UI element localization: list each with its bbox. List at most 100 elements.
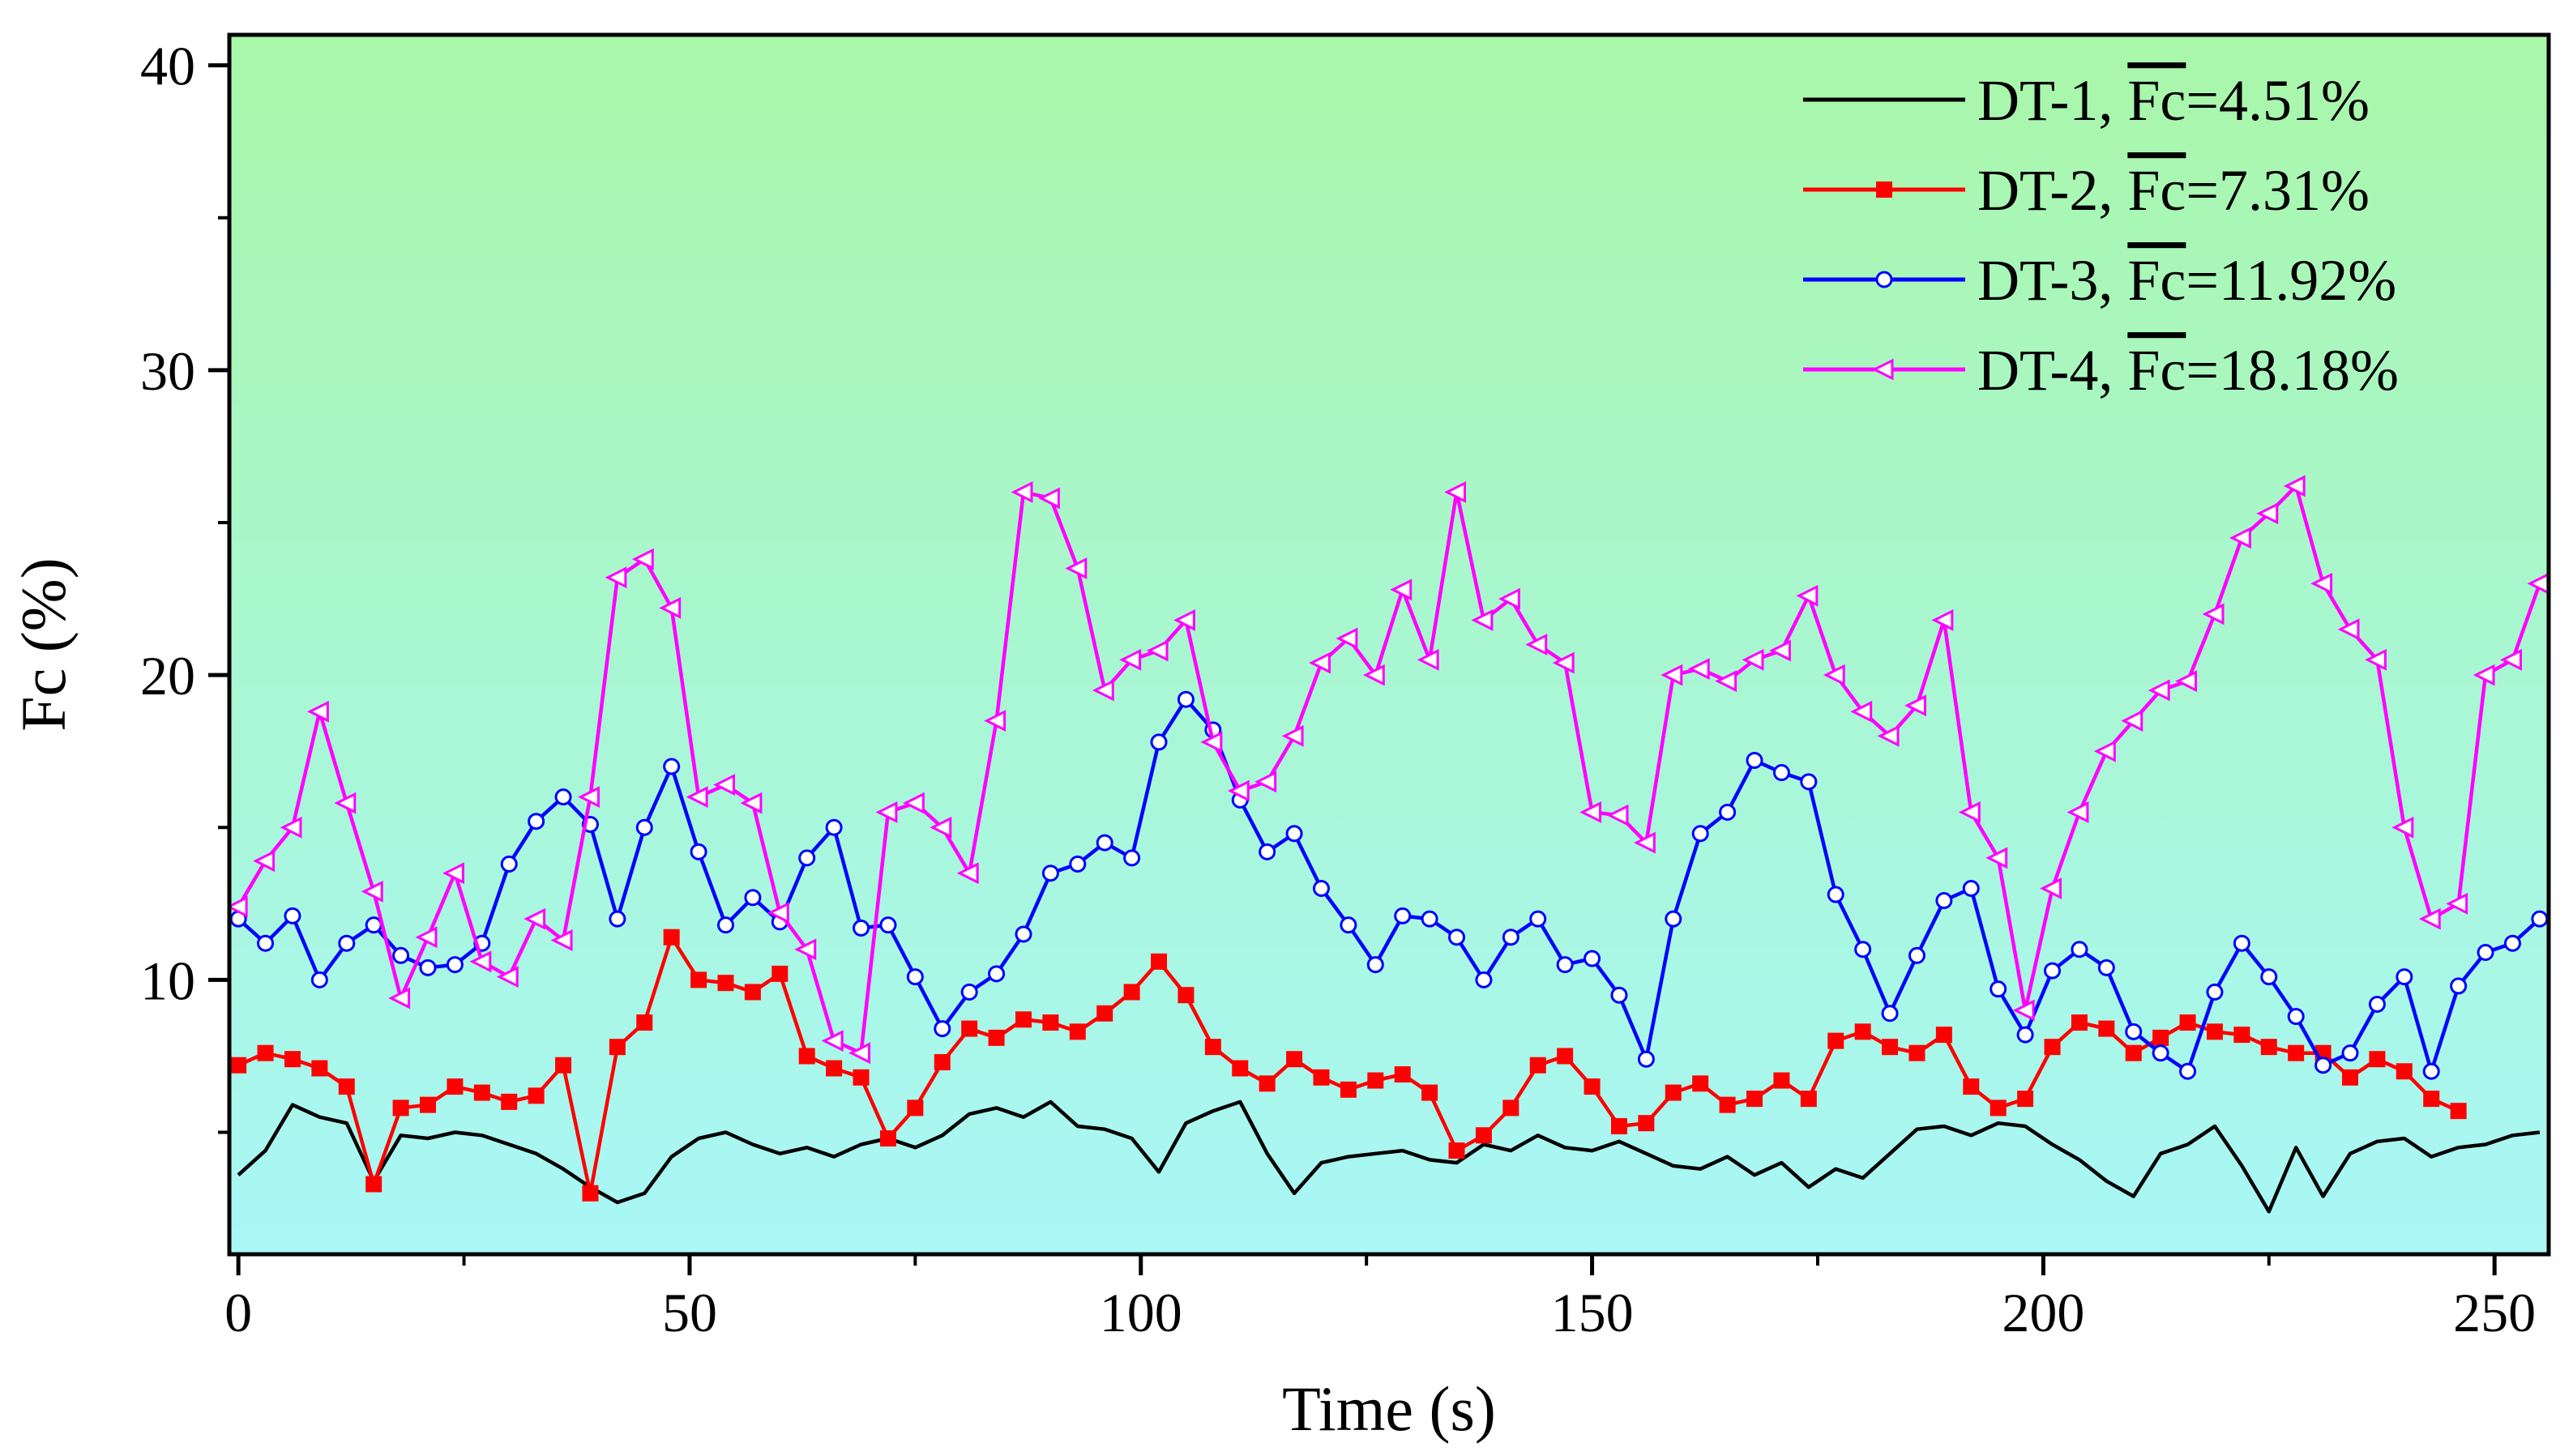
series-dt-3-point-47 (1502, 929, 1519, 946)
series-dt-2-point-28 (988, 1029, 1005, 1046)
legend: DT-1, Fc=4.51% DT-2, Fc=7.31% DT-3, Fc=11.… (1803, 68, 2399, 403)
series-dt-3-point-56 (1746, 751, 1763, 769)
plot-frame (227, 32, 2551, 1257)
series-dt-3-point-14 (609, 910, 626, 928)
legend-label-dt-3: DT-3, Fc=11.92% (1977, 248, 2396, 313)
series-dt-4-point-25 (902, 792, 925, 814)
series-dt-2-point-27 (961, 1020, 978, 1037)
series-dt-4-point-63 (1931, 608, 1954, 631)
x-tick-label-0: 0 (224, 1282, 252, 1343)
series-dt-3-point-11 (528, 813, 545, 830)
series-dt-4-point-35 (1173, 608, 1195, 631)
series-dt-2-point-75 (2260, 1039, 2277, 1056)
series-dt-4-point-67 (2040, 877, 2062, 899)
series-dt-4-point-65 (1985, 847, 2008, 869)
series-dt-3-point-51 (1610, 986, 1628, 1004)
series-dt-3-point-45 (1448, 929, 1466, 946)
series-dt-3-point-67 (2044, 962, 2062, 980)
series-dt-3-point-46 (1475, 971, 1493, 988)
series-dt-3-point-32 (1096, 834, 1113, 852)
series-dt-4-point-76 (2283, 475, 2306, 497)
series-dt-2-point-15 (636, 1014, 653, 1031)
series-dt-3-point-23 (853, 919, 870, 937)
series-dt-4-point-84 (2500, 648, 2522, 671)
series-dt-4-point-73 (2202, 603, 2225, 626)
series-dt-4-point-28 (984, 710, 1007, 732)
series-dt-2-point-71 (2152, 1029, 2169, 1046)
series-dt-4-point-0 (229, 895, 248, 918)
series-dt-2-point-19 (744, 984, 761, 1001)
series-dt-2-point-4 (338, 1078, 355, 1095)
series-dt-3-point-75 (2260, 968, 2278, 986)
series-dt-2-point-12 (555, 1057, 572, 1074)
series-dt-4-point-1 (253, 850, 276, 873)
x-tick-label-200: 200 (2002, 1282, 2084, 1343)
x-tick-label-100: 100 (1100, 1282, 1182, 1343)
series-dt-2-point-18 (717, 975, 734, 992)
series-dt-4-point-16 (659, 596, 682, 619)
x-tick-label-50: 50 (662, 1282, 717, 1343)
series-dt-2-point-65 (1990, 1099, 2007, 1117)
legend-entry-dt-1: DT-1, Fc=4.51% (1803, 68, 2370, 133)
series-dt-4-point-24 (875, 801, 898, 823)
series-dt-3-point-78 (2341, 1044, 2359, 1062)
series-dt-2-point-37 (1232, 1060, 1249, 1077)
series-dt-3-point-1 (257, 934, 275, 952)
series-layer (229, 475, 2549, 1214)
series-dt-2-point-7 (419, 1096, 436, 1113)
series-dt-2-point-58 (1800, 1091, 1817, 1108)
series-dt-3-point-82 (2450, 977, 2468, 995)
series-dt-4 (229, 475, 2549, 1065)
x-tick-label-150: 150 (1551, 1282, 1634, 1343)
legend-label-dt-2: DT-2, Fc=7.31% (1977, 158, 2370, 223)
legend-label-dt-1: DT-1, Fc=4.51% (1977, 68, 2370, 133)
series-dt-3-point-72 (2179, 1062, 2197, 1080)
legend-marker-dt-2 (1876, 181, 1892, 198)
series-dt-3-point-41 (1340, 916, 1357, 934)
series-dt-4-point-66 (2012, 999, 2035, 1022)
series-dt-4-point-33 (1119, 648, 1142, 671)
series-dt-2-point-0 (230, 1057, 247, 1074)
series-dt-3-point-79 (2368, 995, 2386, 1013)
series-dt-2-point-60 (1854, 1023, 1871, 1040)
series-dt-3-point-57 (1772, 764, 1790, 782)
series-dt-3-point-15 (635, 818, 653, 836)
series-dt-2-point-72 (2179, 1014, 2196, 1031)
series-dt-3-point-74 (2233, 934, 2250, 952)
series-dt-2-point-29 (1015, 1011, 1032, 1028)
series-dt-2-point-51 (1610, 1117, 1627, 1134)
series-dt-4-point-34 (1146, 639, 1169, 662)
series-dt-4-point-3 (307, 700, 329, 723)
series-dt-3-point-35 (1177, 690, 1195, 708)
series-dt-2-point-45 (1448, 1142, 1465, 1159)
series-dt-4-point-49 (1552, 651, 1575, 674)
series-dt-2-point-5 (365, 1176, 383, 1193)
series-dt-4-point-64 (1958, 801, 1981, 823)
series-dt-4-point-71 (2148, 679, 2170, 702)
series-dt-4-point-46 (1471, 608, 1494, 631)
series-dt-3-point-5 (365, 916, 383, 934)
series-dt-4-point-69 (2093, 740, 2116, 762)
series-dt-4-point-52 (1634, 831, 1656, 854)
series-dt-2-point-53 (1665, 1084, 1682, 1101)
series-dt-2-point-24 (879, 1130, 896, 1147)
series-dt-2-point-78 (2342, 1069, 2359, 1086)
series-dt-3-point-48 (1529, 910, 1547, 928)
series-dt-2-point-26 (934, 1053, 951, 1070)
series-dt-4-point-61 (1877, 724, 1900, 747)
series-dt-4-point-77 (2310, 572, 2333, 595)
series-dt-4-point-29 (1011, 480, 1033, 503)
series-dt-3-point-61 (1881, 1005, 1899, 1023)
series-dt-2-point-31 (1069, 1023, 1086, 1040)
series-dt-1-line (237, 1099, 2541, 1214)
series-dt-4-point-60 (1850, 700, 1873, 723)
series-dt-4-point-30 (1038, 487, 1060, 510)
series-dt-3-point-24 (879, 916, 897, 934)
series-dt-3-point-70 (2125, 1023, 2143, 1040)
series-dt-3-point-81 (2422, 1062, 2440, 1080)
series-dt-4-point-13 (578, 786, 600, 809)
series-dt-4-point-27 (956, 862, 979, 885)
series-dt-2-point-25 (907, 1099, 924, 1117)
y-tick-label-40: 40 (140, 36, 195, 97)
